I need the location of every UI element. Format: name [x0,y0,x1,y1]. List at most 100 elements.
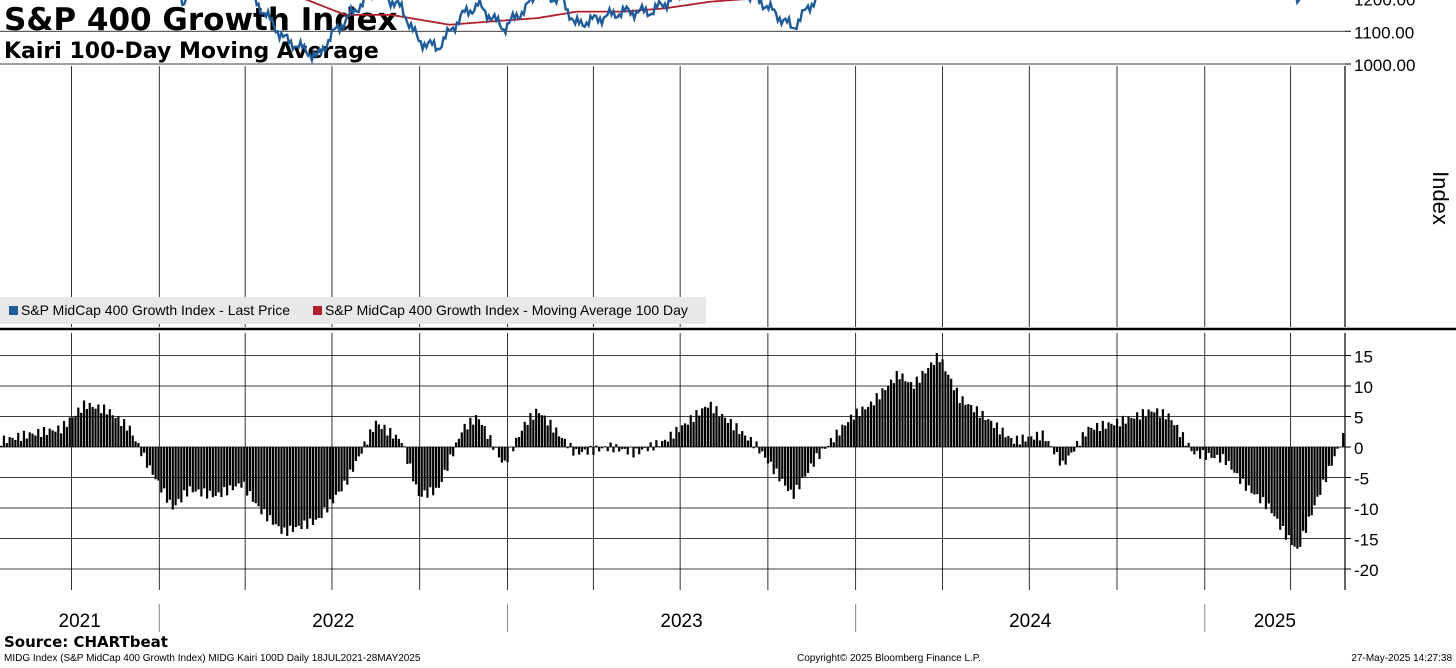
kairi-bar [603,446,606,447]
kairi-bar [858,416,861,447]
legend-swatch-ma [313,306,322,315]
kairi-bar [1304,447,1308,533]
kairi-bar [592,447,595,455]
kairi-bar [1224,447,1227,466]
kairi-bar [42,426,46,447]
kairi-bar [1276,447,1279,519]
kairi-bar [34,435,37,447]
kairi-bar [1170,420,1173,447]
kairi-bar [403,446,406,447]
kairi-bar [804,447,807,477]
kairi-bar [512,447,515,452]
kairi-bar [25,438,28,447]
kairi-bar [274,447,277,525]
kairi-bar [503,447,506,461]
kairi-bar [995,422,999,447]
kairi-bar [652,447,655,451]
kairi-bar [117,415,120,447]
kairi-bar [1333,447,1336,457]
kairi-bar [472,424,475,447]
kairi-bar [168,447,171,500]
kairi-bar [669,431,672,447]
kairi-bar [529,413,532,447]
kairi-bar [157,447,160,481]
kairi-bar [177,447,180,499]
kairi-bar [1253,447,1256,495]
kairi-bar [766,447,770,464]
kairi-bar [380,428,383,447]
kairi-bar [223,447,226,488]
kairi-bar [346,447,349,485]
kairi-bar [85,408,89,447]
kairi-bar [701,408,704,447]
kairi-bar [45,435,48,447]
kairi-bar [31,433,34,447]
kairi-bar [1207,447,1210,453]
kairi-bar [1250,447,1253,494]
kairi-bar [984,419,987,447]
kairi-bar [266,447,269,522]
kairi-bar [174,447,177,506]
kairi-bar [300,447,303,530]
kairi-tick-label: 15 [1354,348,1373,367]
kairi-bar [1210,447,1213,458]
kairi-bar [257,447,260,507]
kairi-bar [62,420,66,447]
kairi-bar [1095,422,1099,447]
kairi-bar [1058,447,1061,466]
kairi-bar [884,390,887,447]
kairi-bar [526,424,529,447]
kairi-bar [80,412,83,447]
kairi-bar [5,443,8,447]
kairi-bar [838,435,841,447]
kairi-bar [54,431,57,447]
kairi-bar [560,437,564,447]
kairi-bar [1138,419,1142,447]
kairi-bar [583,447,586,450]
axes [0,30,1456,632]
kairi-bar [818,447,821,459]
kairi-bar [841,424,844,447]
kairi-bar [927,367,930,447]
kairi-bar [354,447,358,462]
kairi-bar [1293,447,1296,547]
kairi-bar [137,443,140,447]
kairi-bar [449,447,452,455]
kairi-bar [68,417,71,447]
kairi-bar [658,446,661,447]
kairi-bar [575,447,578,450]
kairi-bar [769,447,772,462]
moving-average-line [304,0,746,26]
kairi-bar [88,402,91,447]
kairi-bar [1302,447,1305,531]
kairi-bar [835,429,838,447]
kairi-bar [271,447,275,525]
chart-subtitle: Kairi 100-Day Moving Average [4,39,379,64]
kairi-bar [1061,447,1064,461]
kairi-bar [992,427,996,447]
kairi-bar [460,432,463,447]
kairi-bar [457,438,461,447]
last-price-line [180,0,1301,65]
kairi-bar [440,447,443,482]
kairi-bar [114,418,117,447]
kairi-bar [746,440,750,447]
kairi-bar [246,447,249,496]
kairi-bar [987,419,990,447]
kairi-bar [243,447,246,482]
kairi-tick-label: -10 [1354,500,1379,519]
kairi-bar [14,439,17,447]
kairi-bar [689,415,692,447]
kairi-bar [1078,445,1082,447]
kairi-bar [377,424,380,447]
kairi-bar [1090,427,1093,447]
kairi-bar [1136,412,1139,447]
x-tick-label: 2025 [1254,611,1296,632]
kairi-bar [555,427,558,447]
kairi-bar [1227,447,1230,462]
x-tick-label: 2024 [1009,611,1052,632]
kairi-bar [738,434,741,447]
kairi-bar [1342,432,1345,447]
x-tick-label: 2023 [660,611,702,632]
kairi-bar [952,390,956,447]
